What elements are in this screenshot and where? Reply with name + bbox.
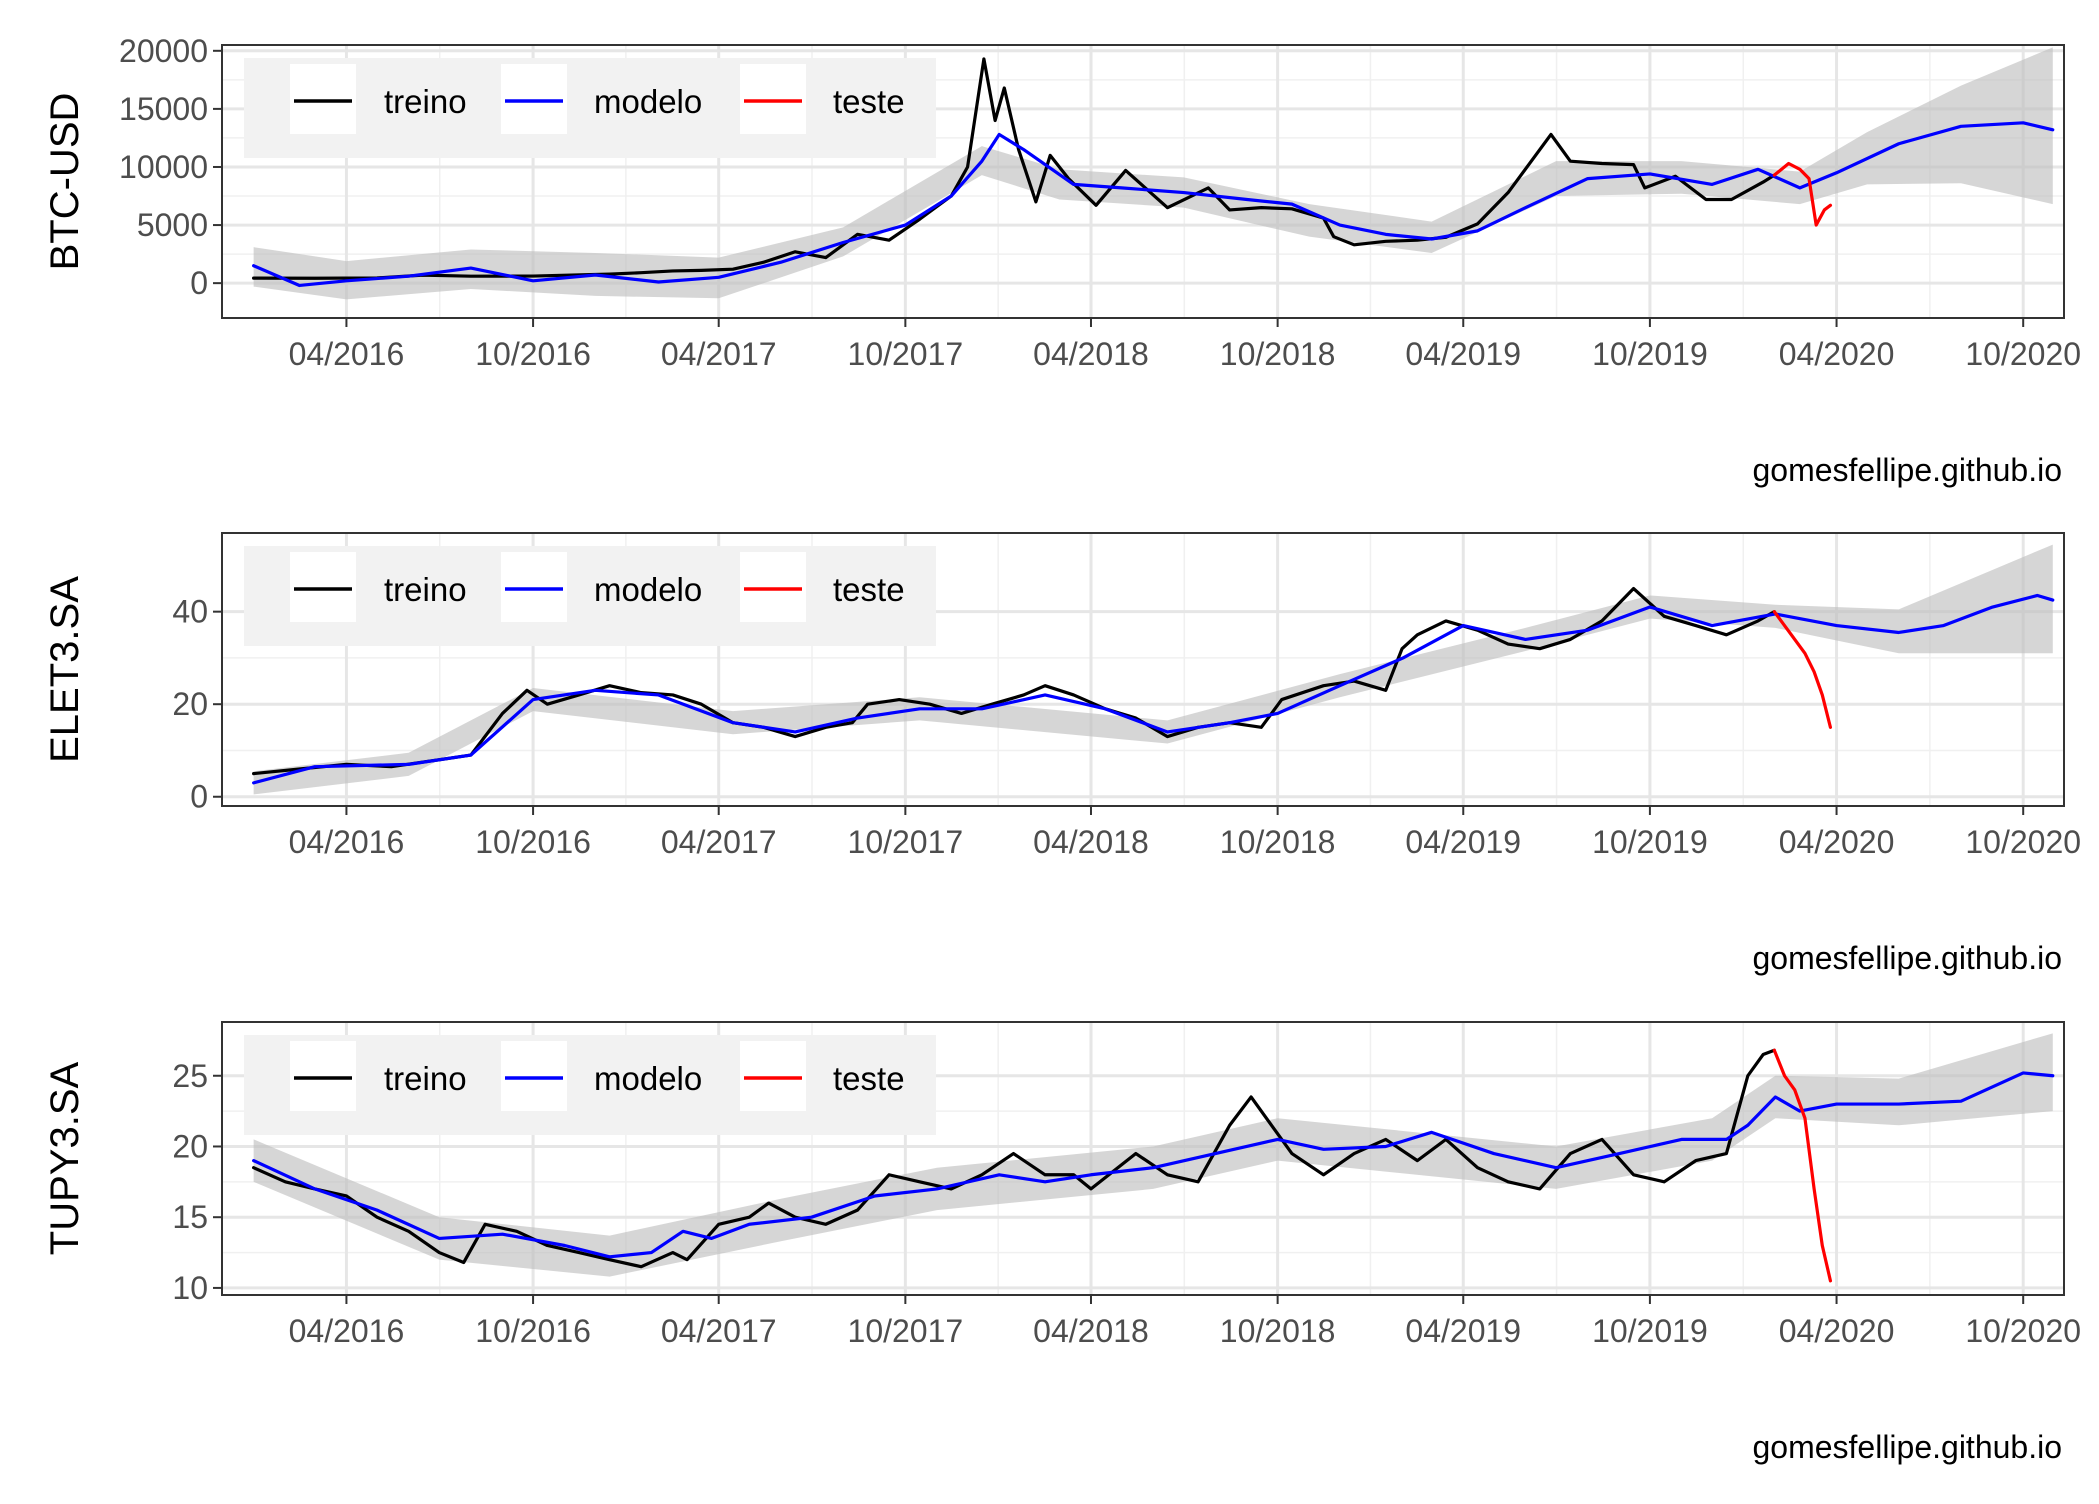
confidence-band xyxy=(253,1033,2053,1277)
x-tick-label: 10/2017 xyxy=(848,1313,964,1349)
y-axis-title: ELET3.SA xyxy=(43,576,87,763)
series-line-teste xyxy=(1772,161,1833,227)
legend-label-teste: teste xyxy=(833,571,905,608)
legend-key-box xyxy=(740,64,806,134)
caption: gomesfellipe.github.io xyxy=(1752,452,2062,488)
chart-panel-btc-usd: 0 5000 10000 15000 20000 04/2016 10/2016 04/201… xyxy=(43,33,2081,488)
x-tick-label: 10/2019 xyxy=(1592,824,1708,860)
legend-key-box xyxy=(501,552,567,622)
y-tick-label: 0 xyxy=(190,265,208,301)
legend-label-teste: teste xyxy=(833,1060,905,1097)
chart-panel-elet3-sa: 0 20 40 04/2016 10/2016 04/2017 10/2017 04/2018… xyxy=(43,532,2081,976)
legend-label-modelo: modelo xyxy=(594,1060,702,1097)
x-tick-label: 04/2017 xyxy=(661,336,777,372)
x-tick-label: 04/2017 xyxy=(661,824,777,860)
legend-label-teste: teste xyxy=(833,83,905,120)
x-tick-label: 04/2018 xyxy=(1033,336,1149,372)
series-line-teste xyxy=(1772,610,1833,729)
panel-border xyxy=(221,44,2065,319)
x-tick-label: 10/2018 xyxy=(1220,1313,1336,1349)
y-tick-label: 20000 xyxy=(119,33,208,69)
x-tick-label: 10/2017 xyxy=(848,336,964,372)
x-tick-label: 10/2016 xyxy=(475,336,591,372)
legend-key-box xyxy=(501,64,567,134)
x-tick-label: 04/2018 xyxy=(1033,1313,1149,1349)
legend-label-treino: treino xyxy=(384,83,467,120)
legend: treino modelo teste xyxy=(244,546,936,646)
series-line-teste xyxy=(1772,1048,1833,1283)
chart-panel-tupy3-sa: 10 15 20 25 04/2016 10/2016 04/2017 10/2017 04/2… xyxy=(43,1021,2081,1465)
series-line-treino xyxy=(252,57,1776,280)
y-tick-label: 15000 xyxy=(119,91,208,127)
panel-border xyxy=(221,532,2065,807)
x-tick-label: 04/2020 xyxy=(1779,336,1895,372)
series-line-modelo xyxy=(252,593,2055,785)
x-tick-label: 04/2016 xyxy=(289,336,405,372)
x-tick-label: 04/2019 xyxy=(1405,1313,1521,1349)
x-tick-label: 04/2018 xyxy=(1033,824,1149,860)
x-tick-label: 10/2019 xyxy=(1592,1313,1708,1349)
legend-key-box xyxy=(290,1041,356,1111)
x-tick-label: 04/2020 xyxy=(1779,1313,1895,1349)
y-tick-label: 10000 xyxy=(119,149,208,185)
x-tick-label: 10/2020 xyxy=(1965,1313,2081,1349)
x-tick-label: 10/2018 xyxy=(1220,336,1336,372)
x-tick-label: 10/2018 xyxy=(1220,824,1336,860)
x-tick-label: 04/2019 xyxy=(1405,336,1521,372)
y-tick-label: 40 xyxy=(172,594,208,630)
legend: treino modelo teste xyxy=(244,1035,936,1135)
y-tick-label: 20 xyxy=(172,1128,208,1164)
legend-label-treino: treino xyxy=(384,1060,467,1097)
x-tick-label: 10/2020 xyxy=(1965,824,2081,860)
series-line-modelo xyxy=(252,121,2055,288)
x-tick-label: 10/2019 xyxy=(1592,336,1708,372)
legend-key-box xyxy=(740,1041,806,1111)
legend-background xyxy=(244,58,936,158)
legend-background xyxy=(244,546,936,646)
legend-label-modelo: modelo xyxy=(594,571,702,608)
x-tick-label: 04/2016 xyxy=(289,1313,405,1349)
caption: gomesfellipe.github.io xyxy=(1752,940,2062,976)
legend-label-treino: treino xyxy=(384,571,467,608)
series-line-modelo xyxy=(252,1071,2055,1259)
x-tick-label: 10/2016 xyxy=(475,824,591,860)
x-tick-label: 04/2016 xyxy=(289,824,405,860)
legend-key-box xyxy=(740,552,806,622)
legend-key-box xyxy=(501,1041,567,1111)
legend-key-box xyxy=(290,552,356,622)
x-tick-label: 04/2019 xyxy=(1405,824,1521,860)
legend: treino modelo teste xyxy=(244,58,936,158)
y-tick-label: 5000 xyxy=(137,207,208,243)
y-tick-label: 0 xyxy=(190,779,208,815)
x-tick-label: 04/2020 xyxy=(1779,824,1895,860)
y-tick-label: 25 xyxy=(172,1058,208,1094)
caption: gomesfellipe.github.io xyxy=(1752,1429,2062,1465)
x-tick-label: 10/2016 xyxy=(475,1313,591,1349)
legend-label-modelo: modelo xyxy=(594,83,702,120)
panel-border xyxy=(221,1021,2065,1296)
series-line-treino xyxy=(252,1048,1776,1269)
x-tick-label: 04/2017 xyxy=(661,1313,777,1349)
y-tick-label: 20 xyxy=(172,686,208,722)
y-tick-label: 15 xyxy=(172,1199,208,1235)
x-tick-label: 10/2017 xyxy=(848,824,964,860)
x-tick-label: 10/2020 xyxy=(1965,336,2081,372)
y-axis-title: BTC-USD xyxy=(43,93,87,271)
series-line-treino xyxy=(252,586,1776,776)
y-axis-title: TUPY3.SA xyxy=(43,1061,87,1255)
legend-background xyxy=(244,1035,936,1135)
legend-key-box xyxy=(290,64,356,134)
y-tick-label: 10 xyxy=(172,1270,208,1306)
